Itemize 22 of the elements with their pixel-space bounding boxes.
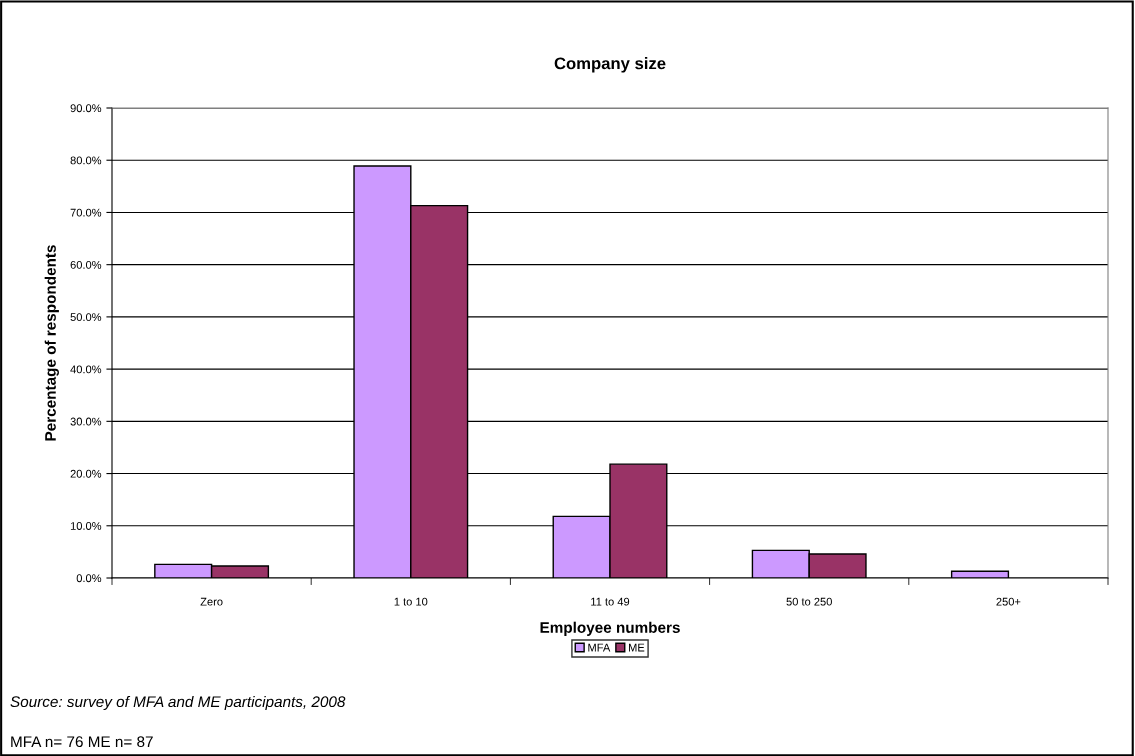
y-tick-label: 50.0% — [70, 313, 102, 322]
x-axis-title: Employee numbers — [540, 621, 680, 636]
x-tick-label: Zero — [200, 597, 223, 606]
legend-label: ME — [629, 643, 645, 652]
source-note: Source: survey of MFA and ME participants, 2008 — [10, 695, 346, 711]
legend-label: MFA — [588, 643, 611, 652]
y-axis-title: Percentage of respondents — [44, 245, 59, 441]
y-tick-label: 90.0% — [70, 104, 102, 113]
chart-title: Company size — [554, 57, 666, 73]
x-tick-label: 11 to 49 — [591, 597, 630, 606]
y-tick-label: 0.0% — [76, 574, 102, 583]
y-tick-label: 60.0% — [70, 260, 102, 269]
text: MFA n= 76 ME n= 87 — [11, 736, 153, 748]
y-tick-label: 20.0% — [70, 469, 102, 478]
y-tick-label: 70.0% — [70, 208, 102, 217]
y-tick-label: 80.0% — [70, 156, 102, 165]
y-tick-label: 10.0% — [70, 522, 102, 530]
x-tick-label: 250+ — [996, 597, 1021, 606]
y-tick-label: 30.0% — [70, 417, 102, 426]
x-tick-label: 1 to 10 — [394, 597, 428, 606]
x-tick-label: 50 to 250 — [786, 597, 832, 606]
y-tick-label: 40.0% — [70, 365, 102, 374]
